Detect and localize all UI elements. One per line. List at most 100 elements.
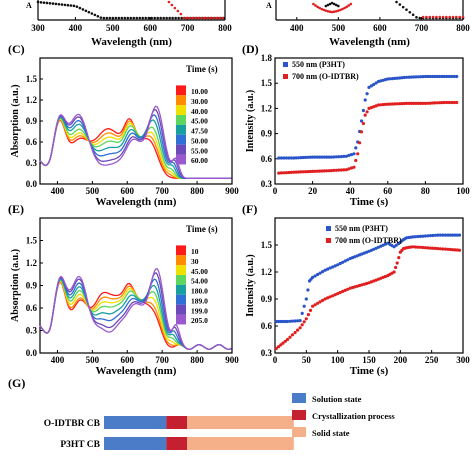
data-point xyxy=(446,233,450,237)
legend-swatch xyxy=(176,304,186,315)
data-point xyxy=(322,8,326,12)
data-point xyxy=(349,2,353,6)
y-axis-label: Absorption (a.u.) xyxy=(10,84,21,157)
legend-label: 45.00 xyxy=(191,117,208,126)
data-point xyxy=(299,156,303,160)
legend-label: 45.00 xyxy=(191,267,208,276)
data-point xyxy=(75,5,79,8)
data-point xyxy=(343,6,346,10)
data-point xyxy=(337,168,341,172)
x-tick-label: 400 xyxy=(290,23,304,33)
data-point xyxy=(361,121,365,126)
data-point xyxy=(221,16,225,20)
data-point xyxy=(411,13,415,17)
data-point xyxy=(376,79,380,84)
data-point xyxy=(405,8,408,11)
x-axis-label: Time (s) xyxy=(350,365,389,377)
chart-D: 0 20 40 60 80 100 0.3 0.6 0.9 1.2 1.5 1.8 Time (s) In… xyxy=(242,42,470,208)
data-point xyxy=(78,6,82,10)
data-point xyxy=(313,303,317,307)
x-tick-label: 300 xyxy=(456,355,470,365)
data-point xyxy=(394,265,398,270)
data-point xyxy=(325,155,329,159)
x-tick-label: 200 xyxy=(394,355,408,365)
data-point xyxy=(302,320,306,324)
data-point xyxy=(426,101,430,105)
data-point xyxy=(281,319,285,324)
data-point xyxy=(167,0,171,4)
data-point xyxy=(345,5,348,9)
data-point xyxy=(435,15,438,19)
data-point xyxy=(320,155,324,159)
bar-segment-solution-state xyxy=(104,437,167,450)
legend-label: 180.0 xyxy=(191,287,208,296)
legend-label: 40.00 xyxy=(191,107,208,116)
data-point xyxy=(372,105,376,109)
x-tick-label: 600 xyxy=(373,23,387,33)
x-tick-label: 800 xyxy=(218,23,232,33)
data-point xyxy=(383,102,387,106)
data-point xyxy=(448,233,453,237)
bar-segment-crystallization-process xyxy=(166,416,188,429)
legend-title: Time (s) xyxy=(186,224,218,234)
data-point xyxy=(353,255,357,259)
data-point xyxy=(123,16,127,20)
data-point xyxy=(339,168,343,172)
data-point xyxy=(334,168,338,172)
data-point xyxy=(360,283,364,287)
data-point xyxy=(326,267,330,271)
data-point xyxy=(441,247,445,251)
legend-swatch xyxy=(292,393,306,403)
data-point xyxy=(292,170,296,174)
data-point xyxy=(352,165,356,169)
data-point xyxy=(430,101,435,105)
legend-swatch xyxy=(176,124,186,135)
data-point xyxy=(311,275,315,279)
y-tick-label: 0.3 xyxy=(261,179,273,189)
data-point xyxy=(218,16,222,20)
data-point xyxy=(288,319,292,323)
data-point xyxy=(423,234,427,238)
legend-label: 50.00 xyxy=(191,136,208,145)
data-point xyxy=(416,234,420,239)
data-point xyxy=(321,298,325,302)
data-point xyxy=(395,0,398,4)
data-point xyxy=(353,285,357,289)
data-point xyxy=(328,2,332,6)
chart-E: 400 500 600 700 800 900 0.0 0.3 0.6 0.9 1.2 1.5 Wave… xyxy=(8,202,239,377)
y-tick-label: 0.9 xyxy=(26,116,38,126)
y-tick-label: 1.2 xyxy=(26,95,38,105)
data-point xyxy=(341,7,344,11)
data-point xyxy=(102,16,106,20)
data-point xyxy=(343,288,347,292)
data-point xyxy=(363,113,367,117)
x-tick-label: 60 xyxy=(383,186,393,196)
data-point xyxy=(274,319,278,324)
data-point xyxy=(354,146,358,150)
data-point xyxy=(354,158,358,163)
data-point xyxy=(405,101,409,105)
data-point xyxy=(395,261,399,265)
data-point xyxy=(416,75,420,79)
data-point xyxy=(308,155,312,159)
data-point xyxy=(398,3,402,6)
data-point xyxy=(328,295,332,299)
data-point xyxy=(415,16,418,19)
x-tick-label: 0 xyxy=(273,186,278,196)
data-point xyxy=(117,16,121,20)
data-point xyxy=(45,1,49,5)
data-point xyxy=(401,5,405,9)
data-point xyxy=(431,15,435,19)
data-point xyxy=(84,9,88,13)
data-point xyxy=(327,155,331,159)
data-point xyxy=(433,74,437,79)
data-point xyxy=(304,170,308,174)
legend-label: 205.0 xyxy=(191,316,208,325)
data-point xyxy=(341,260,345,264)
data-point xyxy=(431,233,435,238)
legend-swatch xyxy=(176,265,186,276)
data-point xyxy=(282,171,286,175)
data-point xyxy=(274,346,278,351)
data-point xyxy=(423,101,427,105)
data-point xyxy=(111,16,115,20)
